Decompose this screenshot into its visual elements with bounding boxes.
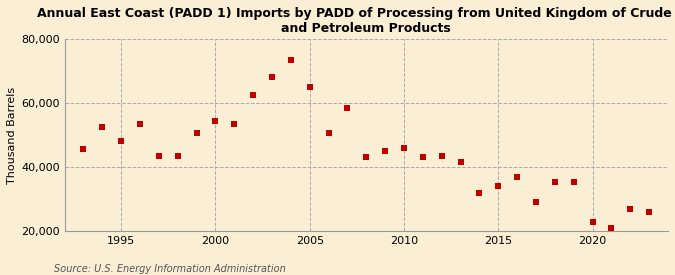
Point <box>493 184 504 189</box>
Point <box>625 207 636 211</box>
Y-axis label: Thousand Barrels: Thousand Barrels <box>7 86 17 184</box>
Text: Source: U.S. Energy Information Administration: Source: U.S. Energy Information Administ… <box>54 264 286 274</box>
Point <box>399 146 410 150</box>
Point <box>361 155 372 160</box>
Point <box>286 57 296 62</box>
Point <box>380 149 391 153</box>
Point <box>644 210 655 214</box>
Point <box>267 75 277 79</box>
Point <box>436 154 447 158</box>
Point <box>116 139 127 144</box>
Point <box>474 191 485 195</box>
Point <box>304 85 315 89</box>
Title: Annual East Coast (PADD 1) Imports by PADD of Processing from United Kingdom of : Annual East Coast (PADD 1) Imports by PA… <box>37 7 675 35</box>
Point <box>172 154 183 158</box>
Point <box>587 219 598 224</box>
Point <box>568 179 579 184</box>
Point <box>418 155 429 160</box>
Point <box>512 175 522 179</box>
Point <box>323 131 334 136</box>
Point <box>153 154 164 158</box>
Point <box>229 122 240 126</box>
Point <box>97 125 108 129</box>
Point <box>342 106 353 110</box>
Point <box>455 160 466 164</box>
Point <box>210 119 221 123</box>
Point <box>549 179 560 184</box>
Point <box>78 147 89 152</box>
Point <box>248 93 259 97</box>
Point <box>134 122 145 126</box>
Point <box>191 131 202 136</box>
Point <box>606 226 617 230</box>
Point <box>531 200 541 205</box>
